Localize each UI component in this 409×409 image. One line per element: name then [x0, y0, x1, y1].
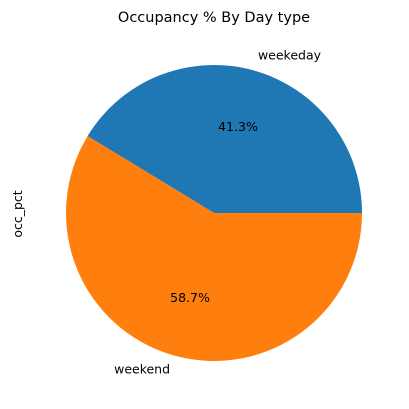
- y-axis-label: occ_pct: [10, 190, 25, 237]
- slice-label-weekend: weekend: [114, 361, 170, 376]
- slice-label-weekeday: weekeday: [258, 48, 322, 63]
- pie-slice-weekend: [66, 136, 363, 362]
- pie-slices: [66, 65, 363, 362]
- slice-pct-weekeday: 41.3%: [218, 119, 258, 134]
- pie-slice-weekeday: [87, 65, 362, 213]
- slice-pct-weekend: 58.7%: [170, 290, 210, 305]
- pie-labels: weekeday 41.3% weekend 58.7%: [114, 48, 322, 377]
- chart-title: Occupancy % By Day type: [118, 10, 310, 26]
